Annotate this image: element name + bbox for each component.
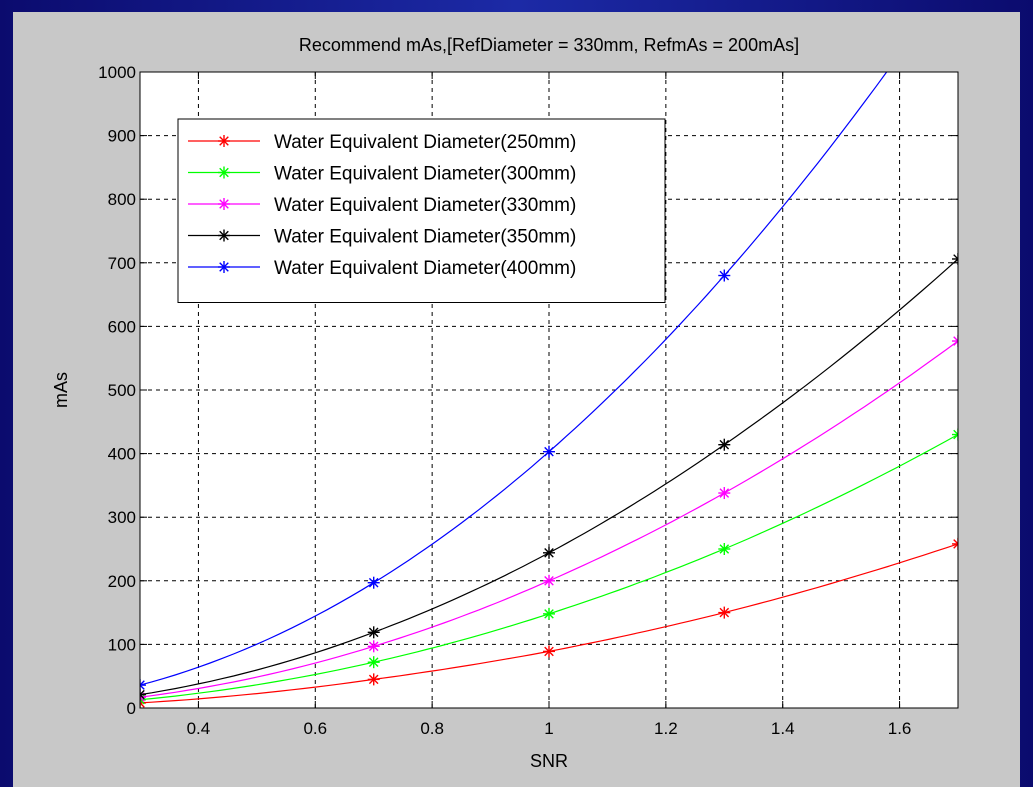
y-tick-label: 400 bbox=[108, 445, 136, 464]
y-tick-label: 1000 bbox=[98, 63, 136, 82]
series-4-marker bbox=[718, 438, 731, 451]
legend-entry-label: Water Equivalent Diameter(300mm) bbox=[274, 164, 576, 185]
series-5-marker bbox=[367, 576, 380, 589]
axis-ticks: 0.4 0.6 0.8 1 1.2 1.4 1.6 0 100 200 300 400 500 600 70… bbox=[98, 63, 958, 738]
series-5-marker bbox=[543, 445, 555, 458]
legend-marker bbox=[218, 261, 230, 273]
series-3-marker bbox=[718, 487, 731, 500]
line-chart: 0.4 0.6 0.8 1 1.2 1.4 1.6 0 100 200 300 400 500 600 70… bbox=[51, 35, 959, 771]
y-tick-label: 200 bbox=[108, 572, 136, 591]
x-tick-label: 0.4 bbox=[187, 719, 211, 738]
x-tick-label: 0.6 bbox=[303, 719, 327, 738]
x-axis-label: SNR bbox=[530, 751, 568, 771]
x-tick-label: 0.8 bbox=[420, 719, 444, 738]
legend-entry-label: Water Equivalent Diameter(350mm) bbox=[274, 227, 576, 248]
series-2-marker bbox=[952, 428, 958, 441]
legend-box bbox=[177, 118, 666, 303]
series-1-marker bbox=[718, 606, 731, 619]
chart-title: Recommend mAs,[RefDiameter = 330mm, Refm… bbox=[299, 35, 799, 55]
series-1-marker bbox=[367, 673, 380, 686]
figure-window: 0.4 0.6 0.8 1 1.2 1.4 1.6 0 100 200 300 400 500 600 70… bbox=[13, 12, 1020, 787]
series-2-marker bbox=[718, 543, 731, 555]
x-tick-label: 1.6 bbox=[888, 719, 912, 738]
series-5-marker bbox=[718, 269, 731, 282]
y-tick-label: 600 bbox=[108, 317, 136, 336]
series-4-marker bbox=[952, 252, 958, 265]
legend-marker bbox=[218, 135, 230, 147]
series-2-marker bbox=[543, 607, 555, 620]
x-tick-label: 1 bbox=[544, 719, 553, 738]
legend-marker bbox=[218, 229, 230, 242]
series-3-marker bbox=[543, 574, 555, 587]
series-4-marker bbox=[140, 688, 146, 701]
legend-entry-label: Water Equivalent Diameter(250mm) bbox=[274, 132, 576, 153]
legend-entry-label: Water Equivalent Diameter(400mm) bbox=[274, 258, 576, 279]
y-tick-label: 700 bbox=[108, 254, 136, 273]
y-tick-label: 900 bbox=[108, 127, 136, 146]
y-axis-label: mAs bbox=[51, 372, 71, 408]
series-2-marker bbox=[367, 656, 380, 669]
legend: Water Equivalent Diameter(250mm) Water Eq… bbox=[177, 118, 666, 303]
series-4-marker bbox=[367, 626, 380, 639]
legend-entry-label: Water Equivalent Diameter(330mm) bbox=[274, 195, 576, 216]
series-1-marker bbox=[543, 645, 555, 658]
series-3-marker bbox=[952, 335, 958, 348]
series-1-marker bbox=[952, 537, 958, 550]
x-tick-label: 1.2 bbox=[654, 719, 678, 738]
y-tick-label: 100 bbox=[108, 635, 136, 654]
series-3-marker bbox=[367, 640, 380, 653]
series-5-marker bbox=[140, 679, 146, 692]
legend-marker bbox=[218, 198, 230, 210]
y-tick-label: 800 bbox=[108, 190, 136, 209]
series-layer bbox=[140, 72, 958, 708]
x-tick-label: 1.4 bbox=[771, 719, 795, 738]
y-tick-label: 500 bbox=[108, 381, 136, 400]
y-tick-label: 300 bbox=[108, 508, 136, 527]
legend-marker bbox=[218, 166, 230, 179]
series-4-marker bbox=[543, 546, 555, 559]
y-tick-label: 0 bbox=[127, 699, 136, 718]
